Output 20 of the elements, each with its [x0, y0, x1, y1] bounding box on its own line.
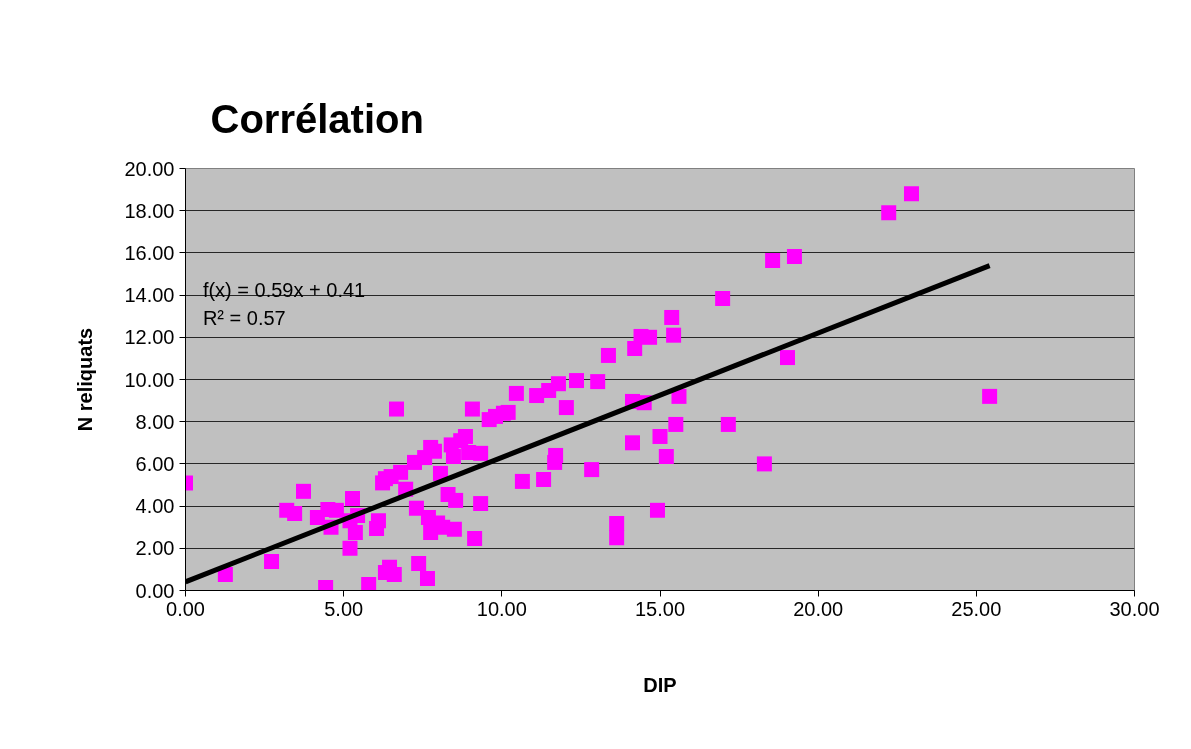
chart-title: Corrélation [210, 97, 424, 141]
y-tick-label: 6.00 [135, 452, 175, 475]
annotation: R² = 0.57 [202, 307, 286, 330]
x-tick-label: 20.00 [793, 597, 844, 620]
x-tick-label: 15.00 [634, 597, 686, 620]
y-tick-label: 14.00 [124, 284, 175, 307]
x-axis-title: DIP [643, 673, 677, 696]
y-tick-label: 10.00 [124, 368, 175, 391]
y-tick-label: 4.00 [135, 495, 175, 518]
x-tick-label: 5.00 [324, 597, 364, 620]
y-tick-label: 2.00 [135, 537, 175, 560]
y-tick-label: 12.00 [124, 326, 175, 349]
x-tick-label: 10.00 [476, 597, 527, 620]
y-tick-label: 16.00 [124, 241, 175, 264]
x-tick-label: 30.00 [1109, 597, 1160, 620]
y-tick-label: 8.00 [135, 410, 175, 433]
x-tick-label: 25.00 [951, 597, 1002, 620]
y-axis-title: N reliquats [74, 327, 97, 432]
y-tick-label: 20.00 [124, 157, 175, 180]
y-tick-label: 18.00 [124, 199, 175, 222]
